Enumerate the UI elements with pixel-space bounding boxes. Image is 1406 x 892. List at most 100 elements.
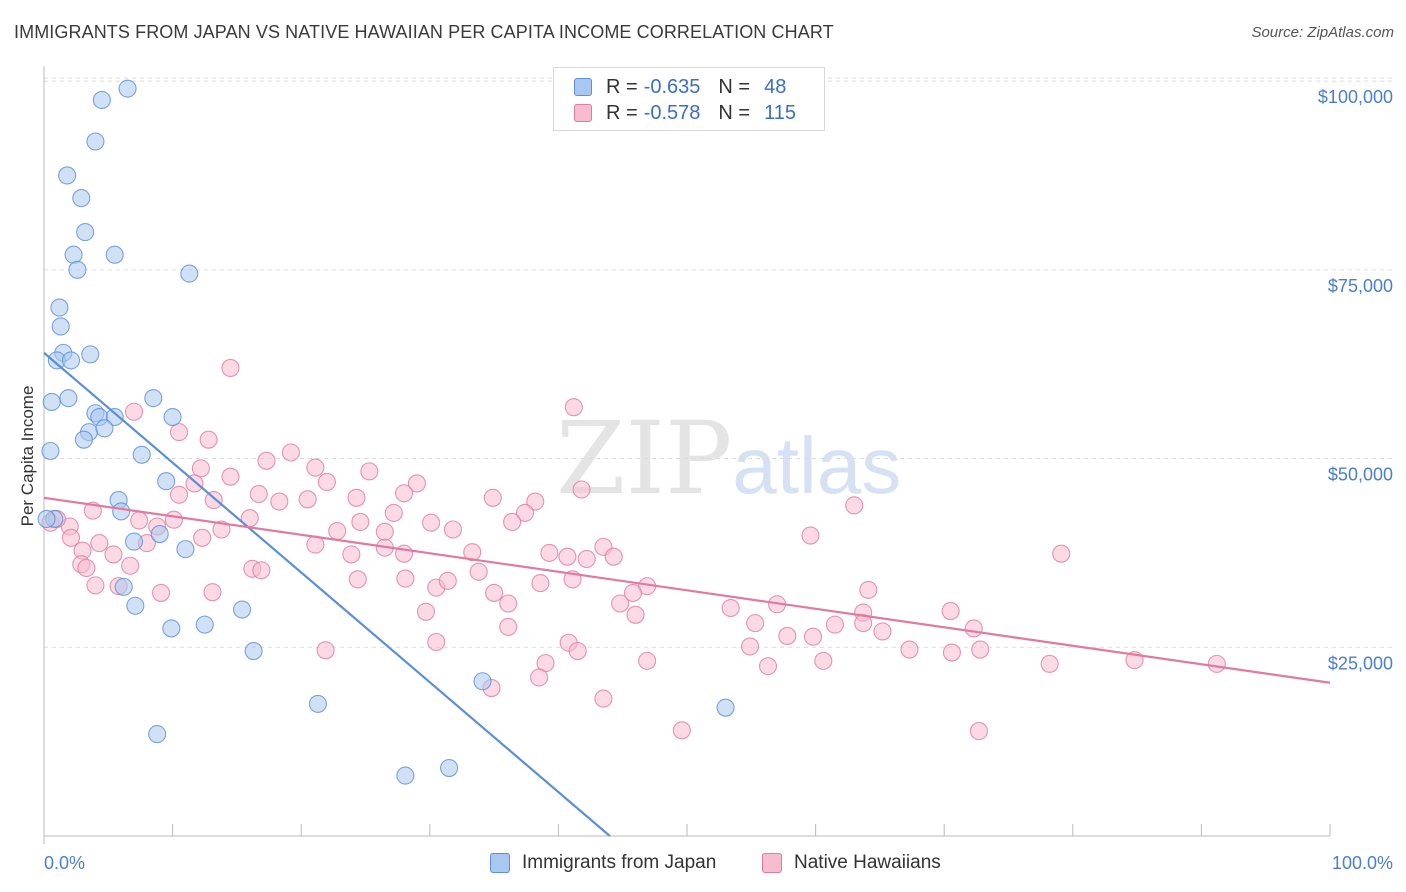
legend-swatch-japan [490, 853, 510, 873]
hawaiian-point [499, 617, 518, 636]
hawaiian-point [778, 626, 797, 646]
chart-title: IMMIGRANTS FROM JAPAN VS NATIVE HAWAIIAN… [14, 22, 834, 42]
japan-point [150, 524, 169, 544]
hawaiian-point [626, 605, 645, 624]
hawaiian-point [1040, 654, 1059, 673]
hawaiian-point [572, 480, 591, 499]
hawaiian-point [427, 632, 446, 652]
x-tick-label-min: 0.0% [44, 853, 85, 873]
hawaiian-point [814, 651, 833, 670]
hawaiian-point [199, 430, 218, 449]
hawaiian-point [422, 513, 441, 532]
japan-point [114, 577, 133, 596]
hawaiian-point [721, 598, 740, 618]
japan-point [68, 260, 87, 279]
axis-labels: $25,000 $50,000 $75,000 $100,000 0.0% 100.0% P… [18, 87, 1393, 873]
hawaiian-point [130, 511, 149, 530]
hawaiian-point [203, 583, 222, 602]
hawaiian-point [204, 491, 223, 510]
japan-point [51, 317, 70, 336]
japan-point [59, 389, 78, 408]
hawaiian-point [845, 496, 864, 515]
hawaiian-point [252, 561, 271, 580]
japan-point [232, 600, 252, 619]
japan-point [118, 79, 137, 98]
hawaiian-point [169, 485, 189, 504]
legend-r-value-japan: -0.635 [643, 75, 701, 98]
japan-point [95, 419, 114, 438]
japan-point [157, 472, 176, 491]
y-tick-label: $100,000 [1318, 87, 1393, 107]
series-legend: Immigrants from Japan Native Hawaiians [0, 852, 1406, 878]
hawaiian-point [212, 520, 231, 539]
hawaiian-point [859, 580, 878, 599]
hawaiian-point [104, 545, 123, 564]
japan-point [86, 132, 105, 151]
hawaiian-point [1207, 654, 1226, 673]
hawaiian-point [611, 594, 630, 613]
legend-swatch-hawaiian [762, 853, 782, 873]
hawaiian-point [469, 562, 488, 581]
hawaiian-point [342, 545, 361, 564]
hawaiian-point [463, 543, 482, 562]
japan-point [163, 407, 182, 427]
hawaiian-point [124, 402, 144, 421]
japan-point [195, 615, 214, 634]
hawaiian-point [151, 583, 171, 602]
hawaiian-point [396, 569, 415, 588]
japan-point [440, 759, 459, 778]
hawaiian-point [515, 503, 535, 522]
japan-point [180, 264, 199, 283]
hawaiian-point [249, 484, 268, 504]
hawaiian-point [746, 614, 765, 633]
legend-item-japan[interactable]: Immigrants from Japan [490, 852, 716, 874]
grid-lines [44, 77, 1392, 648]
hawaiian-point [530, 668, 549, 687]
hawaiian-point [594, 689, 613, 708]
legend-item-hawaiian[interactable]: Native Hawaiians [762, 852, 941, 874]
legend-r-label: R = [606, 101, 638, 124]
hawaiian-point [443, 520, 462, 539]
hawaiian-point [281, 443, 300, 462]
hawaiian-point [577, 549, 596, 569]
legend-n-label: N = [718, 75, 751, 98]
hawaiian-point [191, 459, 210, 478]
watermark-atlas: atlas [732, 421, 902, 510]
hawaiian-point [803, 627, 823, 646]
hawaiian-point [257, 451, 276, 470]
japan-point [148, 725, 167, 744]
hawaiian-point [941, 601, 960, 621]
hawaiian-point [360, 462, 379, 481]
hawaiian-point [193, 528, 212, 547]
y-tick-label: $75,000 [1328, 276, 1393, 296]
japan-point [41, 441, 60, 461]
hawaiian-point [971, 640, 990, 659]
hawaiian-point [77, 558, 96, 578]
japan-point [144, 389, 163, 408]
legend-n-label: N = [718, 101, 751, 124]
hawaiian-point [969, 722, 988, 741]
hawaiian-point [328, 521, 347, 541]
hawaiian-point [164, 510, 183, 529]
hawaiian-point [740, 637, 760, 656]
hawaiian-point [485, 583, 504, 602]
japan-points [37, 79, 735, 785]
japan-point [76, 223, 95, 242]
hawaiian-point [558, 547, 577, 566]
hawaiian-point [306, 458, 325, 477]
native-hawaiians-points [41, 358, 1226, 741]
legend-n-value-japan: 48 [764, 75, 787, 98]
hawaiian-point [169, 423, 189, 442]
y-tick-label: $50,000 [1328, 465, 1393, 485]
hawaiian-point [526, 492, 545, 511]
hawaiian-point [395, 484, 414, 503]
japan-point [473, 672, 492, 691]
hawaiian-point [758, 657, 778, 676]
hawaiian-point [564, 398, 583, 417]
legend-swatch-hawaiian [574, 104, 592, 122]
japan-point [58, 166, 77, 185]
hawaiian-point [604, 547, 623, 566]
japan-point [124, 532, 144, 551]
japan-point [64, 245, 83, 264]
